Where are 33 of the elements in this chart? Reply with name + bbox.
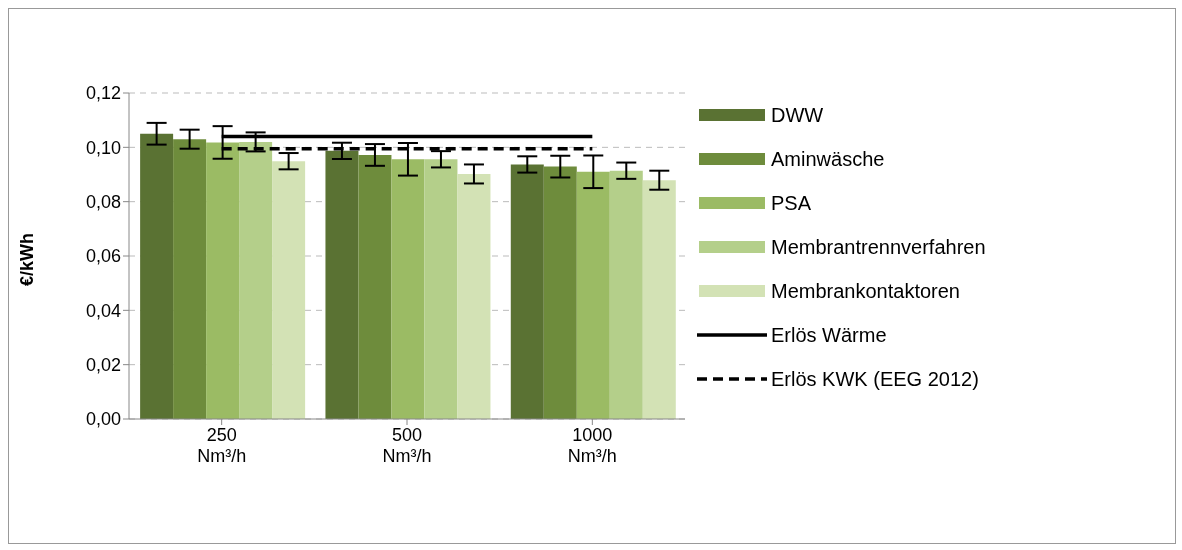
legend-label: Membrantrennverfahren [771, 235, 986, 259]
bar [576, 171, 610, 419]
bar [609, 170, 643, 419]
y-axis-title: €/kWh [17, 232, 38, 286]
bar [457, 173, 491, 419]
legend-label: Aminwäsche [771, 147, 885, 171]
x-tick-label: 500 Nm³/h [382, 425, 432, 466]
y-tick-label: 0,06 [85, 246, 121, 267]
bar [391, 159, 425, 419]
bar [272, 161, 306, 419]
y-tick-label: 0,00 [85, 409, 121, 430]
bar [325, 150, 359, 419]
legend-label: DWW [771, 103, 824, 127]
bar [173, 139, 207, 419]
bar [642, 180, 676, 419]
bar [206, 142, 240, 419]
bar [140, 133, 174, 419]
y-tick-label: 0,02 [85, 355, 121, 376]
legend-label: Erlös Wärme [771, 323, 887, 347]
x-tick-label: 1000 Nm³/h [567, 425, 617, 466]
y-tick-label: 0,08 [85, 192, 121, 213]
legend-label: Erlös KWK (EEG 2012) [771, 367, 979, 391]
y-tick-label: 0,12 [85, 83, 121, 104]
bar [239, 141, 273, 419]
x-tick-label: 250 Nm³/h [197, 425, 247, 466]
bar [358, 154, 392, 419]
legend-label: Membrankontaktoren [771, 279, 960, 303]
bar [424, 159, 458, 419]
y-tick-label: 0,04 [85, 300, 121, 321]
legend-label: PSA [771, 191, 812, 215]
bar [510, 164, 544, 419]
bar [543, 166, 577, 419]
y-tick-label: 0,10 [85, 137, 121, 158]
